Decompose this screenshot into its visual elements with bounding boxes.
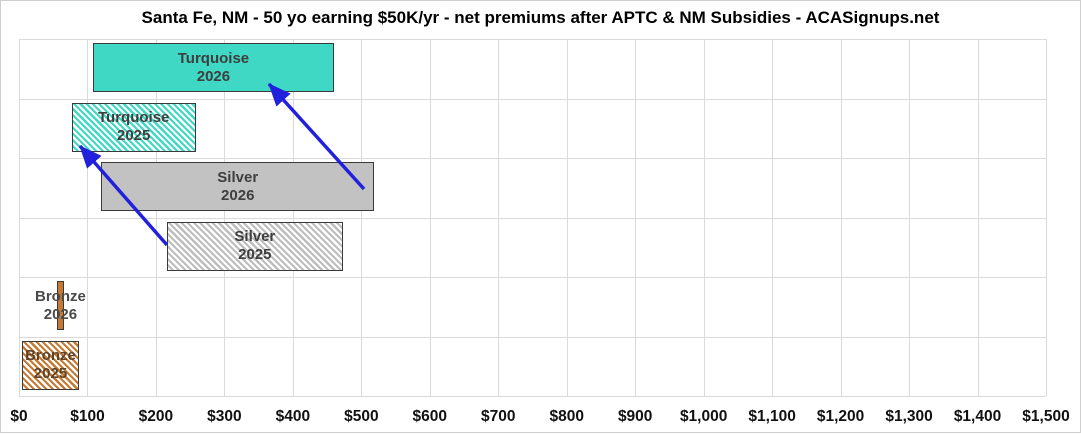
bar-label-silver-2025: Silver 2025 [234,228,276,263]
bar-label-bronze-2025: Bronze 2025 [25,347,76,382]
bar-silver-2025: Silver 2025 [166,221,343,271]
bar-turquoise-2026: Turquoise 2026 [92,43,334,92]
bar-label-turquoise-2026: Turquoise 2026 [177,49,250,85]
gridline-horizontal [19,39,1046,40]
x-tick-label: $0 [10,408,28,425]
x-tick-label: $300 [207,408,242,425]
x-tick-label: $1,500 [1022,408,1070,425]
x-tick-label: $100 [70,408,105,425]
x-tick-label: $1,300 [885,408,933,425]
bar-label-bronze-2026: Bronze 2026 [35,287,86,323]
x-tick-label: $1,200 [816,408,865,425]
x-tick-label: $800 [549,408,584,425]
bar-label-turquoise-2025: Turquoise 2025 [97,109,170,144]
x-tick-label: $600 [412,408,448,425]
x-tick-label: $200 [138,408,174,425]
bar-bronze-2026: Bronze 2026 [35,281,86,330]
plot-area: Turquoise 2026 Turquoise 2025 Silver 2026 Silv… [19,39,1047,397]
bar-label-silver-2026: Silver 2026 [217,168,259,204]
bar-silver-2026: Silver 2026 [101,162,375,211]
gridline-horizontal [19,277,1046,278]
gridline-horizontal [19,396,1046,397]
chart-title: Santa Fe, NM - 50 yo earning $50K/yr - n… [141,8,940,27]
x-tick-label: $400 [275,408,311,425]
gridline-horizontal [19,158,1046,159]
gridline-horizontal [19,336,1046,338]
x-tick-label: $500 [344,408,379,425]
gridline-horizontal [19,98,1046,100]
x-tick-label: $1,000 [679,408,728,425]
bar-turquoise-2025: Turquoise 2025 [71,102,196,152]
bar-bronze-2025: Bronze 2025 [21,340,80,390]
gridline-horizontal [19,217,1046,219]
x-tick-label: $1,100 [748,408,796,425]
gridline-vertical [1046,39,1047,396]
x-tick-label: $900 [617,408,653,425]
x-tick-label: $700 [481,408,516,425]
x-tick-label: $1,400 [953,408,1002,425]
